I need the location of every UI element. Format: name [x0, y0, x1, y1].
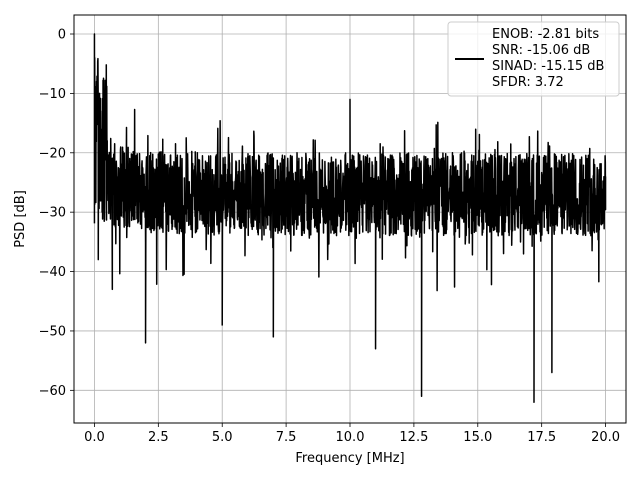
- y-tick-label: 0: [58, 28, 66, 43]
- psd-series-line: [93, 33, 607, 403]
- y-tick-label: −10: [39, 87, 66, 102]
- legend-box: [447, 21, 620, 97]
- axis-ticks: 0.0 2.5 5.0 7.5 10.0 12.5 15.0 17.5 20.0 0 −10 −20 −…: [39, 28, 620, 445]
- x-tick-label: 0.0: [84, 430, 105, 445]
- x-tick-label: 12.5: [399, 430, 428, 445]
- y-tick-label: −30: [39, 206, 66, 221]
- y-tick-label: −50: [39, 324, 66, 339]
- y-axis-label: PSD [dB]: [13, 190, 28, 248]
- legend-sfdr: SFDR: 3.72: [492, 75, 564, 90]
- legend-snr: SNR: -15.06 dB: [492, 43, 590, 58]
- legend: ENOB: -2.81 bits SNR: -15.06 dB SINAD: -…: [447, 21, 620, 97]
- legend-sinad: SINAD: -15.15 dB: [492, 59, 604, 74]
- x-tick-label: 5.0: [212, 430, 233, 445]
- x-axis-label: Frequency [MHz]: [295, 451, 404, 466]
- y-tick-label: −40: [39, 265, 66, 280]
- y-tick-label: −20: [39, 146, 66, 161]
- x-tick-label: 15.0: [463, 430, 492, 445]
- data-series: [93, 33, 607, 403]
- x-tick-label: 2.5: [148, 430, 169, 445]
- x-tick-label: 17.5: [527, 430, 556, 445]
- x-tick-label: 10.0: [336, 430, 365, 445]
- x-tick-label: 20.0: [591, 430, 620, 445]
- y-tick-label: −60: [39, 384, 66, 399]
- x-tick-label: 7.5: [276, 430, 297, 445]
- legend-enob: ENOB: -2.81 bits: [492, 27, 599, 42]
